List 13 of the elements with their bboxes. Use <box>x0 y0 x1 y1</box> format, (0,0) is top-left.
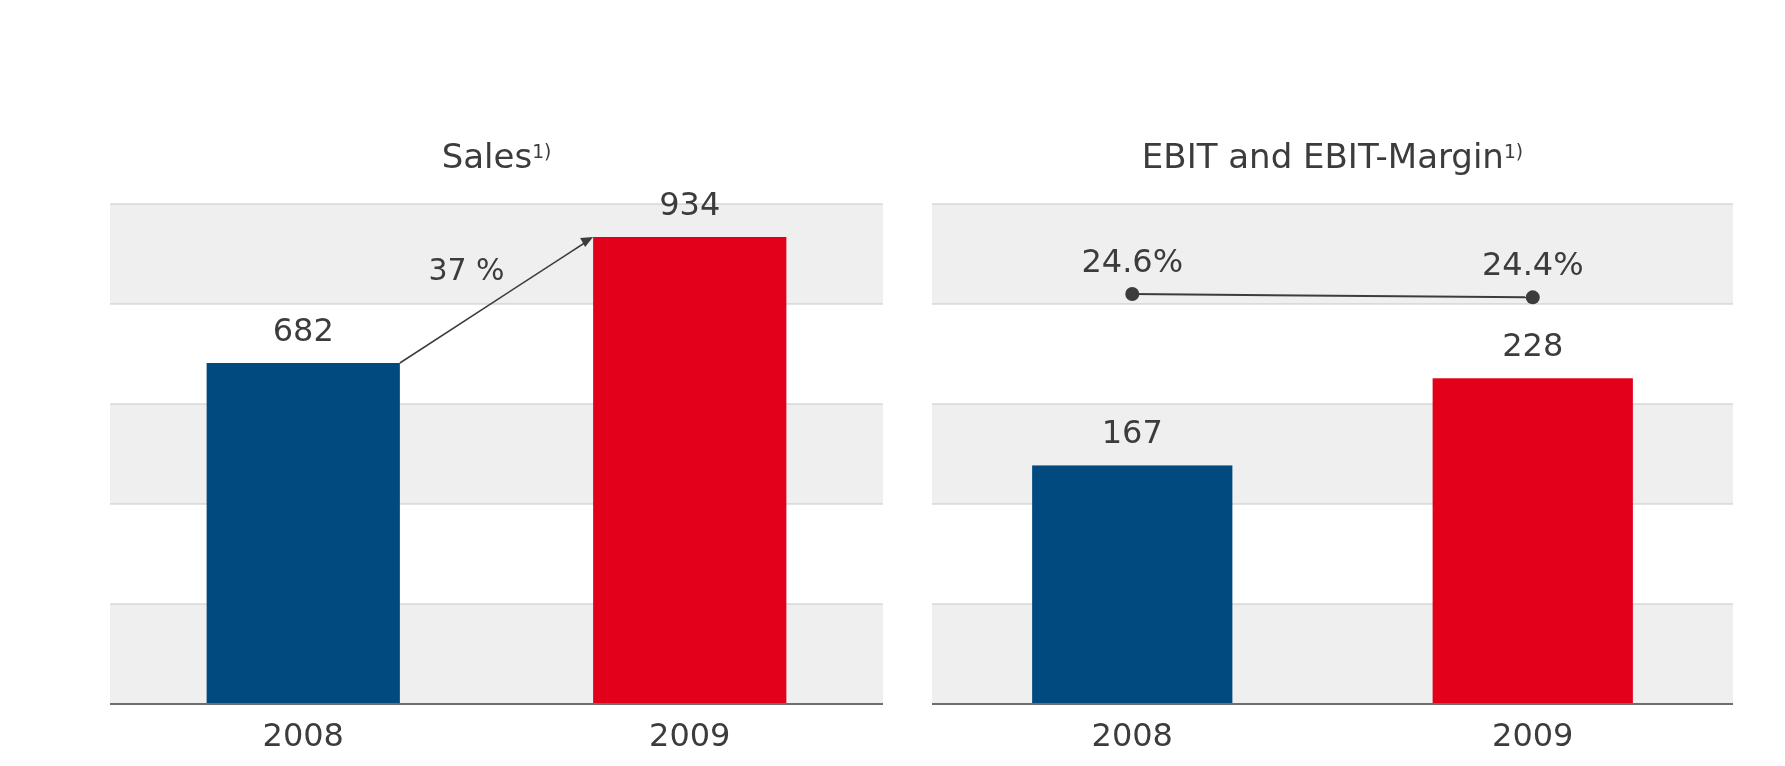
x-tick-label: 2008 <box>1091 716 1173 754</box>
data-label: 228 <box>1502 326 1564 365</box>
annotation: 37 % <box>428 252 505 287</box>
chart-title: EBIT and EBIT-Margin$^{1)}$ <box>1141 136 1524 176</box>
x-tick-label: 2009 <box>649 716 731 754</box>
x-tick-label: 2008 <box>262 716 344 754</box>
data-label: 934 <box>659 185 721 223</box>
data-label: 682 <box>272 311 334 349</box>
data-label: 167 <box>1101 413 1163 452</box>
x-tick-label: 2009 <box>1492 716 1574 754</box>
data-label: 24.4% <box>1481 245 1584 284</box>
data-label: 24.6% <box>1081 242 1184 280</box>
chart-title: Sales$^{1)}$ <box>441 136 552 176</box>
